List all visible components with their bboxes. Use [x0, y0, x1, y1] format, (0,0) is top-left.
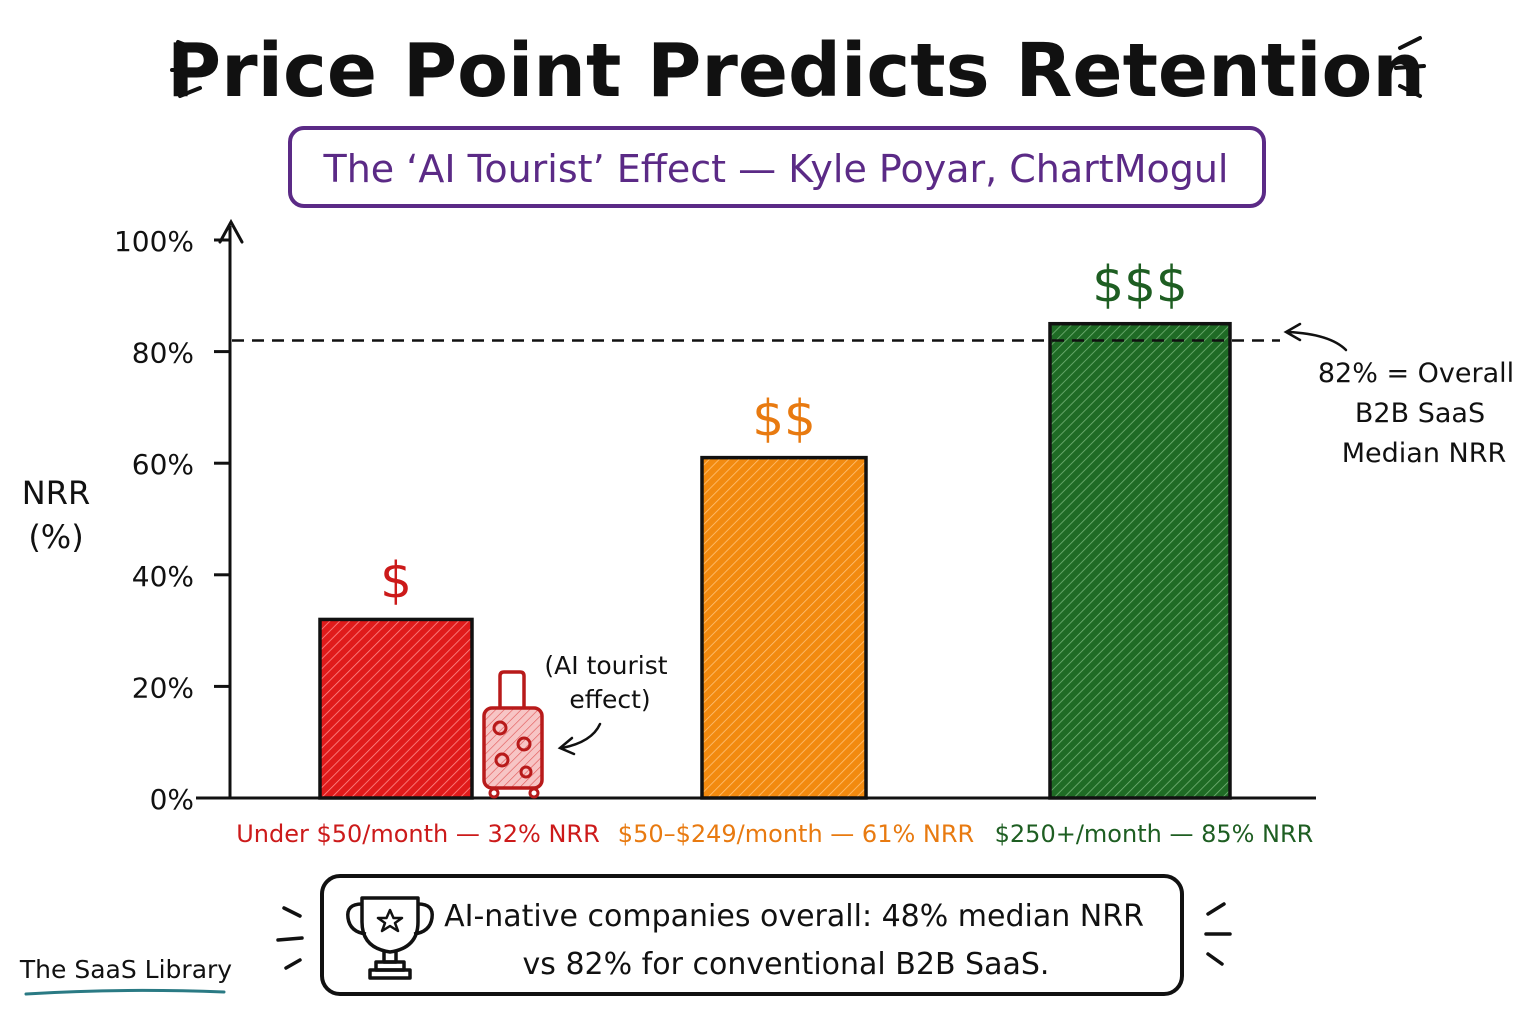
trophy-icon [346, 896, 434, 980]
chart-title: Price Point Predicts Retention [167, 28, 1425, 114]
bar-low [318, 617, 474, 800]
reference-annotation-1: 82% = Overall [1318, 358, 1514, 389]
y-axis-arrow [218, 218, 244, 244]
bar-high [1048, 321, 1232, 800]
footer-line-2: vs 82% for conventional B2B SaaS. [523, 947, 1050, 982]
x-category-label-low: Under $50/month — 32% NRR [236, 820, 600, 848]
y-tick-label-60: 60% [132, 448, 194, 481]
title-doodle-left [170, 40, 202, 98]
footer-line-1: AI-native companies overall: 48% median … [444, 899, 1144, 934]
footer-box [320, 874, 1184, 996]
tourist-annotation-1: (AI tourist [544, 651, 667, 680]
reference-annotation-3: Median NRR [1342, 438, 1507, 469]
tourist-arrow [560, 722, 602, 750]
reference-annotation-2: B2B SaaS [1355, 398, 1485, 429]
chart-subtitle: The ‘AI Tourist’ Effect — Kyle Poyar, Ch… [322, 147, 1228, 191]
tourist-annotation-2: effect) [569, 685, 650, 714]
x-category-label-mid: $50–$249/month — 61% NRR [618, 820, 974, 848]
y-tick-label-100: 100% [114, 225, 194, 258]
y-tick-label-40: 40% [132, 560, 194, 593]
subtitle-box [288, 126, 1266, 208]
bar-symbol-low: $ [380, 551, 412, 609]
tourist-arrowhead [557, 736, 576, 756]
brand-text: The SaaS Library [19, 955, 232, 984]
reference-arrow [1283, 322, 1348, 352]
footer-doodle-right [1204, 902, 1232, 966]
bar-symbol-high: $$$ [1092, 256, 1187, 314]
bar-mid [700, 455, 868, 800]
bar-symbol-mid: $$ [752, 390, 816, 448]
y-tick-label-20: 20% [132, 671, 194, 704]
x-category-label-high: $250+/month — 85% NRR [995, 820, 1314, 848]
y-tick-label-80: 80% [132, 337, 194, 370]
y-tick-label-0: 0% [150, 783, 194, 816]
suitcase-icon [482, 670, 544, 799]
brand-underline [24, 988, 226, 996]
footer-doodle-left [276, 906, 304, 970]
title-doodle-right [1394, 36, 1426, 98]
y-axis-label: NRR [22, 474, 90, 512]
y-axis-label-unit: (%) [28, 518, 83, 556]
